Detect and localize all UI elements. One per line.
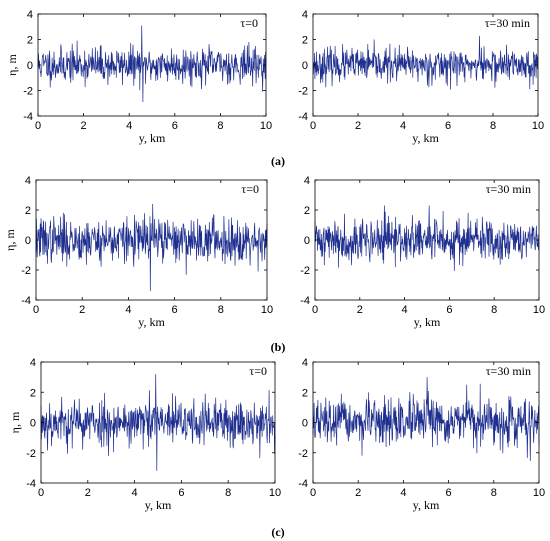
x-tick-label: 8 [491, 487, 497, 499]
x-tick-label: 0 [35, 120, 41, 132]
tau-annotation: τ=0 [249, 364, 267, 378]
x-tick-label: 10 [533, 304, 545, 316]
tau-annotation: τ=0 [240, 16, 258, 30]
x-tick-label: 10 [260, 120, 272, 132]
x-tick-label: 2 [81, 120, 87, 132]
chart-panel-1: 0 2 4 6 8 10 -4 -2 0 2 4 y, km η, m τ=0 [5, 9, 272, 145]
y-tick-label: -2 [26, 448, 36, 460]
x-tick-label: 4 [125, 304, 131, 316]
y-tick-label: 0 [302, 418, 308, 430]
x-tick-label: 10 [269, 487, 281, 499]
y-tick-label: 0 [304, 235, 310, 247]
x-axis-label: y, km [139, 131, 166, 145]
x-axis-label: y, km [145, 498, 172, 512]
y-tick-label: 2 [304, 205, 310, 217]
x-tick-label: 8 [491, 304, 497, 316]
tau-annotation: τ=30 min [485, 16, 530, 30]
x-axis-label: y, km [138, 315, 165, 329]
data-series-line [312, 35, 539, 90]
x-tick-label: 6 [445, 120, 451, 132]
y-tick-label: -2 [298, 86, 308, 98]
row-label-a: (a) [271, 154, 285, 168]
x-tick-label: 2 [85, 487, 91, 499]
x-tick-label: 0 [312, 304, 318, 316]
y-tick-label: -2 [21, 265, 31, 277]
x-axis-label: y, km [412, 131, 439, 145]
x-tick-label: 0 [33, 304, 39, 316]
x-tick-label: 4 [126, 120, 132, 132]
x-tick-label: 6 [178, 487, 184, 499]
y-axis-label: η, m [8, 411, 22, 433]
data-series-line [35, 203, 268, 292]
y-tick-label: 0 [302, 60, 308, 72]
tau-annotation: τ=0 [241, 182, 259, 196]
y-tick-label: -4 [21, 295, 31, 307]
x-tick-label: 4 [400, 120, 406, 132]
y-tick-label: -2 [23, 86, 33, 98]
x-tick-label: 8 [218, 304, 224, 316]
data-series-line [40, 374, 276, 471]
x-tick-label: 8 [490, 120, 496, 132]
data-series-line [314, 205, 540, 271]
y-tick-label: -4 [298, 478, 308, 490]
x-tick-label: 2 [79, 304, 85, 316]
y-tick-label: 4 [30, 357, 36, 369]
row-label-b: (b) [271, 340, 286, 354]
x-tick-label: 10 [261, 304, 273, 316]
axes-frame [37, 13, 267, 117]
y-tick-label: 2 [302, 35, 308, 47]
y-tick-label: 4 [302, 357, 308, 369]
chart-panel-3: 0 2 4 6 8 10 -4 -2 0 2 4 y, km η, m τ=0 [3, 175, 273, 329]
x-tick-label: 6 [172, 304, 178, 316]
y-tick-label: 2 [30, 387, 36, 399]
y-tick-label: 2 [302, 387, 308, 399]
x-tick-label: 6 [446, 304, 452, 316]
x-tick-label: 8 [225, 487, 231, 499]
y-tick-label: 4 [25, 175, 31, 187]
x-axis-label: y, km [413, 498, 440, 512]
tau-annotation: τ=30 min [486, 182, 531, 196]
x-tick-label: 6 [446, 487, 452, 499]
x-tick-label: 2 [355, 487, 361, 499]
y-tick-label: 2 [25, 205, 31, 217]
x-tick-label: 10 [533, 487, 545, 499]
data-series-line [37, 25, 267, 103]
x-tick-label: 4 [132, 487, 138, 499]
y-tick-label: -4 [300, 295, 310, 307]
chart-panel-6: 0 2 4 6 8 10 -4 -2 0 2 4 y, km τ=30 min [298, 357, 545, 512]
y-tick-label: -4 [26, 478, 36, 490]
x-tick-label: 4 [402, 304, 408, 316]
y-tick-label: 0 [30, 418, 36, 430]
x-tick-label: 8 [217, 120, 223, 132]
x-tick-label: 2 [355, 120, 361, 132]
y-tick-label: -4 [23, 111, 33, 123]
chart-panel-4: 0 2 4 6 8 10 -4 -2 0 2 4 y, km τ=30 min [300, 175, 545, 329]
tau-annotation: τ=30 min [486, 364, 531, 378]
x-tick-label: 2 [357, 304, 363, 316]
chart-panel-5: 0 2 4 6 8 10 -4 -2 0 2 4 y, km η, m τ=0 [8, 357, 281, 512]
x-tick-label: 0 [310, 120, 316, 132]
y-tick-label: 4 [304, 175, 310, 187]
y-tick-label: -2 [300, 265, 310, 277]
chart-panel-2: 0 2 4 6 8 10 -4 -2 0 2 4 y, km τ=30 min [298, 9, 544, 145]
x-tick-label: 10 [532, 120, 544, 132]
data-series-line [312, 377, 540, 461]
row-label-c: (c) [271, 525, 284, 539]
y-axis-label: η, m [5, 54, 19, 76]
y-axis-label: η, m [3, 229, 17, 251]
y-tick-label: 4 [302, 9, 308, 21]
x-axis-label: y, km [414, 315, 441, 329]
y-tick-label: 2 [27, 35, 33, 47]
x-tick-label: 6 [172, 120, 178, 132]
y-tick-label: 0 [27, 60, 33, 72]
y-tick-label: 0 [25, 235, 31, 247]
x-tick-label: 0 [310, 487, 316, 499]
x-tick-label: 0 [38, 487, 44, 499]
y-tick-label: 4 [27, 9, 33, 21]
y-tick-label: -2 [298, 448, 308, 460]
x-tick-label: 4 [400, 487, 406, 499]
y-tick-label: -4 [298, 111, 308, 123]
